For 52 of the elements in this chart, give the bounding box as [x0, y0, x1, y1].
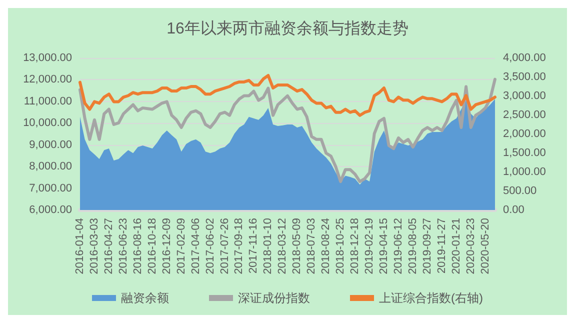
x-tick-label: 2016-01-04: [74, 218, 86, 274]
x-tick-label: 2017-06-02: [204, 218, 216, 274]
y2-tick-label: 3,500.00: [503, 71, 546, 83]
y2-tick-label: 1,500.00: [503, 147, 546, 159]
x-tick-label: 2018-01-10: [262, 218, 274, 274]
x-tick-label: 2018-05-09: [291, 218, 304, 274]
x-tick-label: 2016-03-03: [88, 218, 100, 274]
x-tick-label: 2018-08-24: [320, 218, 332, 274]
y2-tick-label: 1,000.00: [503, 166, 546, 178]
y-tick-label: 6,000.00: [29, 204, 72, 216]
y-tick-label: 11,000.00: [24, 95, 72, 108]
y-tick-label: 10,000.00: [23, 117, 72, 130]
x-tick-label: 2017-07-26: [218, 218, 231, 274]
x-tick-label: 2019-11-27: [436, 218, 448, 274]
x-tick-label: 2017-09-18: [233, 218, 246, 274]
x-tick-label: 2020-03-23: [464, 218, 477, 274]
y-tick-label: 9,000.00: [29, 138, 72, 151]
y2-tick-label: 500.00: [503, 185, 537, 197]
x-tick-label: 2018-07-03: [306, 218, 318, 274]
x-tick-label: 2018-03-12: [276, 218, 289, 274]
x-tick-label: 2019-08-05: [406, 218, 419, 274]
x-tick-label: 2016-10-18: [146, 218, 158, 274]
x-tick-label: 2017-04-06: [190, 218, 202, 274]
y2-tick-label: 3,000.00: [503, 90, 546, 102]
x-tick-label: 2018-10-25: [334, 218, 347, 274]
y-tick-label: 13,000.00: [23, 52, 72, 64]
x-tick-label: 2016-12-09: [160, 218, 173, 274]
x-tick-label: 2016-08-16: [132, 218, 144, 274]
x-tick-label: 2019-06-12: [392, 218, 404, 274]
line-series: [78, 74, 496, 117]
y-tick-label: 12,000.00: [23, 74, 72, 86]
x-tick-label: 2020-01-21: [450, 218, 462, 274]
x-tick-label: 2016-06-23: [117, 218, 130, 274]
y-tick-label: 7,000.00: [29, 182, 72, 194]
x-tick-label: 2016-04-27: [102, 218, 115, 274]
x-tick-label: 2018-12-18: [349, 218, 362, 274]
legend-label: 融资余额: [121, 291, 170, 305]
y2-tick-label: 0.00: [503, 204, 524, 216]
x-tick-label: 2019-09-27: [421, 218, 434, 274]
x-tick-label: 2019-04-15: [378, 218, 390, 274]
chart-title: 16年以来两市融资余额与指数走势: [166, 20, 408, 38]
line-series: [78, 78, 496, 184]
x-tick-label: 2020-05-20: [479, 218, 492, 274]
x-tick-label: 2019-02-19: [364, 218, 376, 274]
x-tick-label: 2017-02-09: [175, 218, 188, 274]
y2-tick-label: 2,500.00: [503, 109, 546, 121]
x-tick-label: 2017-11-16: [248, 218, 260, 274]
y2-tick-label: 4,000.00: [503, 52, 546, 64]
y2-tick-label: 2,000.00: [503, 128, 546, 140]
legend-label: 上证综合指数(右轴): [379, 291, 484, 305]
legend-label: 深证成份指数: [238, 291, 310, 305]
y-tick-label: 8,000.00: [29, 160, 72, 173]
